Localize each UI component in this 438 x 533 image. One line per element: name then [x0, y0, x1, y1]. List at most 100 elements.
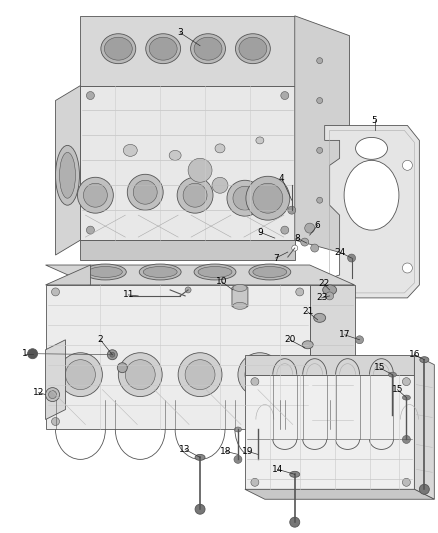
Polygon shape: [245, 489, 434, 499]
Ellipse shape: [146, 34, 180, 63]
Ellipse shape: [234, 427, 241, 432]
Text: 15: 15: [392, 385, 403, 394]
Text: 4: 4: [279, 174, 285, 183]
Ellipse shape: [194, 264, 236, 280]
Circle shape: [251, 478, 259, 486]
Polygon shape: [245, 375, 414, 489]
Polygon shape: [81, 240, 295, 260]
Circle shape: [348, 254, 356, 262]
Ellipse shape: [88, 266, 122, 278]
Ellipse shape: [389, 372, 396, 377]
Circle shape: [419, 484, 429, 494]
Text: 13: 13: [179, 445, 191, 454]
Polygon shape: [245, 355, 414, 375]
Circle shape: [238, 353, 282, 397]
Ellipse shape: [302, 341, 313, 349]
Circle shape: [403, 378, 410, 385]
Text: 21: 21: [302, 308, 314, 317]
Text: 12: 12: [33, 388, 44, 397]
Text: 16: 16: [409, 350, 420, 359]
FancyBboxPatch shape: [232, 287, 248, 307]
Ellipse shape: [356, 138, 388, 159]
Circle shape: [288, 206, 296, 214]
Circle shape: [296, 417, 304, 425]
Ellipse shape: [314, 313, 326, 322]
Ellipse shape: [149, 37, 177, 60]
Ellipse shape: [124, 144, 137, 156]
Text: 24: 24: [334, 247, 345, 256]
Ellipse shape: [254, 427, 261, 432]
Text: 11: 11: [123, 290, 134, 300]
Circle shape: [317, 148, 323, 154]
Circle shape: [332, 362, 348, 378]
Polygon shape: [46, 265, 355, 285]
Ellipse shape: [85, 264, 126, 280]
Circle shape: [59, 353, 102, 397]
Text: 7: 7: [273, 254, 279, 263]
Circle shape: [254, 455, 262, 463]
Circle shape: [188, 158, 212, 182]
Ellipse shape: [104, 37, 132, 60]
Ellipse shape: [253, 266, 287, 278]
Circle shape: [305, 223, 314, 233]
Circle shape: [301, 238, 309, 246]
Text: 18: 18: [220, 447, 232, 456]
Circle shape: [296, 288, 304, 296]
Text: 19: 19: [242, 447, 254, 456]
Circle shape: [185, 287, 191, 293]
Circle shape: [403, 435, 410, 443]
Circle shape: [118, 353, 162, 397]
Text: 23: 23: [316, 293, 327, 302]
Text: 20: 20: [284, 335, 296, 344]
Circle shape: [253, 183, 283, 213]
Ellipse shape: [195, 455, 205, 461]
Text: 5: 5: [371, 116, 378, 125]
Polygon shape: [325, 125, 419, 298]
Circle shape: [326, 292, 334, 300]
Text: 9: 9: [257, 228, 263, 237]
Ellipse shape: [198, 266, 232, 278]
Circle shape: [78, 177, 113, 213]
Circle shape: [107, 350, 117, 360]
Ellipse shape: [236, 34, 270, 63]
Circle shape: [86, 92, 95, 100]
Circle shape: [233, 186, 257, 210]
Text: 3: 3: [177, 28, 183, 37]
Ellipse shape: [139, 264, 181, 280]
Text: 15: 15: [374, 363, 385, 372]
Polygon shape: [81, 86, 295, 240]
Polygon shape: [295, 16, 350, 255]
Circle shape: [66, 360, 95, 390]
Circle shape: [83, 183, 107, 207]
Polygon shape: [46, 265, 90, 285]
Circle shape: [110, 352, 115, 357]
Circle shape: [49, 391, 57, 399]
Polygon shape: [414, 355, 434, 499]
Polygon shape: [56, 86, 81, 255]
Ellipse shape: [233, 302, 247, 309]
Circle shape: [317, 58, 323, 63]
Ellipse shape: [323, 285, 337, 295]
Ellipse shape: [169, 150, 181, 160]
Circle shape: [403, 160, 413, 171]
Polygon shape: [46, 285, 310, 430]
Text: 14: 14: [272, 465, 283, 474]
Text: 17: 17: [339, 330, 350, 340]
Ellipse shape: [403, 395, 410, 400]
Text: 2: 2: [98, 335, 103, 344]
Circle shape: [403, 263, 413, 273]
Ellipse shape: [239, 37, 267, 60]
Text: 6: 6: [315, 221, 321, 230]
Text: 10: 10: [216, 278, 228, 286]
Polygon shape: [46, 340, 66, 419]
Circle shape: [317, 197, 323, 203]
Ellipse shape: [191, 34, 226, 63]
Circle shape: [52, 288, 60, 296]
Circle shape: [28, 349, 38, 359]
Circle shape: [127, 174, 163, 210]
Circle shape: [311, 244, 319, 252]
Circle shape: [117, 362, 127, 373]
Circle shape: [183, 183, 207, 207]
Circle shape: [46, 387, 60, 401]
Polygon shape: [310, 285, 355, 430]
